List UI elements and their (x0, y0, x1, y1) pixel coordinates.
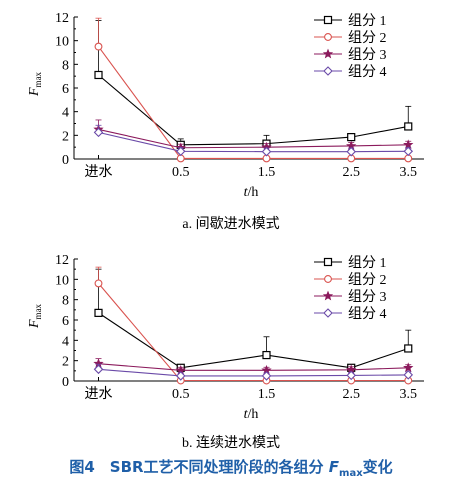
y-tick-label: 6 (62, 82, 69, 97)
y-tick-label: 0 (62, 153, 69, 168)
y-tick-label: 8 (62, 58, 69, 73)
panel-caption: a. 间歇进水模式 (182, 216, 279, 232)
series-4 (93, 124, 414, 157)
x-tick-label: 进水 (85, 164, 113, 180)
legend: 组分 1组分 2组分 3组分 4 (314, 255, 387, 322)
legend: 组分 1组分 2组分 3组分 4 (314, 13, 387, 80)
y-tick-label: 8 (62, 294, 69, 309)
marker-diamond (346, 370, 356, 381)
y-tick-label: 10 (55, 35, 69, 50)
marker-star (322, 290, 334, 301)
x-tick-label: 0.5 (172, 165, 190, 180)
marker-square (323, 15, 333, 25)
y-axis-label: Fmax (27, 303, 43, 329)
legend-label: 组分 3 (348, 289, 387, 305)
marker-diamond (346, 146, 356, 157)
series-4 (93, 363, 414, 381)
x-tick-label: 2.5 (342, 165, 360, 180)
figure-caption: 图4 SBR工艺不同处理阶段的各组分 Fmax变化 (0, 456, 462, 479)
marker-square (94, 70, 103, 80)
marker-diamond (261, 146, 272, 157)
y-tick-label: 4 (62, 334, 69, 349)
marker-circle (94, 42, 103, 51)
legend-label: 组分 3 (348, 47, 387, 63)
y-tick-label: 12 (55, 11, 69, 26)
x-axis-label: t/h (244, 185, 259, 200)
marker-diamond (323, 66, 333, 76)
x-tick-label: 进水 (85, 386, 113, 402)
y-tick-label: 6 (62, 314, 69, 329)
x-axis-label: t/h (244, 407, 259, 422)
marker-diamond (175, 371, 186, 381)
marker-diamond (175, 146, 186, 157)
figure-caption-sub: max (339, 468, 363, 479)
series-3 (93, 119, 414, 153)
y-tick-label: 4 (62, 106, 69, 121)
x-tick-label: 1.5 (258, 387, 276, 402)
legend-label: 组分 4 (348, 306, 387, 322)
y-axis-label: Fmax (27, 71, 43, 97)
y-tick-label: 0 (62, 375, 69, 390)
marker-diamond (93, 364, 104, 375)
figure-caption-var: F (328, 458, 340, 476)
marker-square (94, 308, 103, 317)
marker-square (347, 133, 356, 142)
marker-diamond (403, 146, 414, 157)
marker-square (262, 350, 271, 360)
figure-caption-suffix: 变化 (362, 458, 393, 476)
marker-circle (94, 279, 103, 288)
figure-caption-prefix: 图4 SBR工艺不同处理阶段的各组分 (69, 458, 329, 476)
x-tick-label: 3.5 (400, 387, 418, 402)
x-tick-label: 2.5 (342, 387, 360, 402)
marker-circle (324, 275, 332, 283)
marker-square (323, 257, 333, 267)
y-tick-label: 2 (62, 129, 69, 144)
marker-diamond (403, 370, 414, 380)
marker-circle (324, 33, 332, 41)
x-tick-label: 1.5 (258, 165, 276, 180)
marker-star (403, 362, 414, 373)
marker-square (404, 122, 413, 131)
legend-label: 组分 1 (348, 255, 387, 271)
x-tick-label: 0.5 (172, 387, 190, 402)
series-line (98, 46, 409, 159)
marker-diamond (261, 371, 272, 381)
legend-label: 组分 2 (348, 272, 387, 288)
marker-diamond (93, 127, 104, 138)
marker-square (404, 344, 413, 353)
y-tick-label: 2 (62, 355, 69, 370)
legend-label: 组分 2 (348, 30, 387, 46)
marker-diamond (323, 308, 333, 318)
legend-label: 组分 1 (348, 13, 387, 29)
marker-star (322, 48, 334, 59)
series-2 (94, 17, 413, 163)
panel-caption: b. 连续进水模式 (182, 434, 280, 451)
y-tick-label: 10 (55, 273, 69, 288)
y-tick-label: 12 (55, 253, 69, 268)
series-line (98, 128, 409, 149)
legend-label: 组分 4 (348, 64, 387, 80)
x-tick-label: 3.5 (400, 165, 418, 180)
series-3 (93, 358, 414, 375)
